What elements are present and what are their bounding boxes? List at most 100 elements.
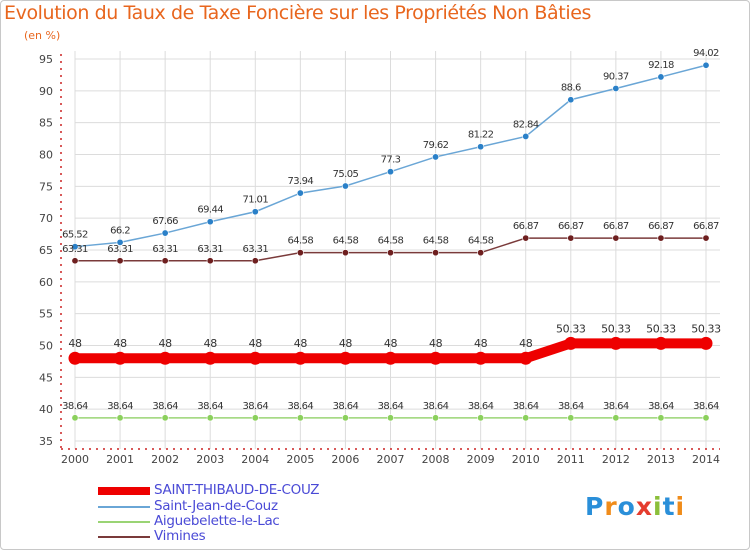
data-label: 63.31 [62, 244, 88, 255]
x-tick-label: 2006 [331, 453, 359, 466]
data-point [474, 351, 488, 365]
data-label: 38.64 [558, 401, 584, 412]
data-label: 50.33 [691, 322, 721, 335]
logo-letter: r [604, 492, 618, 521]
data-label: 77.3 [381, 155, 401, 166]
x-tick-label: 2002 [151, 453, 179, 466]
data-point [609, 336, 623, 350]
data-point [251, 208, 259, 216]
data-label: 81.22 [468, 130, 494, 141]
data-point [68, 351, 82, 365]
legend-item-vimines[interactable]: Vimines [98, 528, 398, 544]
data-label: 63.31 [242, 244, 268, 255]
data-point [296, 249, 304, 257]
logo-letter: t [662, 492, 676, 521]
legend-item-saint-thibaud[interactable]: SAINT-THIBAUD-DE-COUZ [98, 482, 398, 498]
data-point [384, 351, 397, 365]
data-point [293, 351, 307, 365]
data-point [161, 257, 169, 265]
data-label: 66.87 [603, 221, 629, 232]
legend-label: SAINT-THIBAUD-DE-COUZ [154, 482, 320, 498]
data-label: 38.64 [62, 401, 88, 412]
legend-swatch [98, 506, 150, 508]
y-tick-label: 75 [39, 180, 53, 193]
x-tick-label: 2009 [467, 453, 495, 466]
data-label: 50.33 [556, 322, 586, 335]
data-point [567, 96, 575, 104]
data-point [386, 168, 394, 176]
data-point [158, 351, 172, 365]
legend-swatch [98, 487, 150, 495]
data-point [522, 234, 530, 242]
legend-item-aiguebelette[interactable]: Aiguebelette-le-Lac [98, 513, 398, 529]
x-tick-label: 2013 [647, 453, 675, 466]
legend-item-saint-jean[interactable]: Saint-Jean-de-Couz [98, 498, 398, 514]
data-point [116, 414, 124, 422]
x-tick-label: 2008 [422, 453, 450, 466]
proxiti-logo: Proxiti [585, 492, 685, 521]
data-point [702, 414, 710, 422]
series-layer [68, 61, 713, 422]
data-label: 48 [339, 337, 353, 350]
data-label: 90.37 [603, 71, 629, 82]
data-point [702, 234, 710, 242]
x-tick-label: 2012 [602, 453, 630, 466]
data-point [248, 351, 262, 365]
data-label: 75.05 [333, 169, 359, 180]
data-point [338, 351, 352, 365]
legend-label: Saint-Jean-de-Couz [154, 498, 278, 514]
data-label: 48 [294, 337, 308, 350]
y-tick-label: 40 [39, 403, 53, 416]
data-label: 66.87 [693, 221, 719, 232]
data-label: 94.02 [693, 48, 719, 59]
data-point [341, 249, 349, 257]
data-labels: 48 48 48 48 48 48 48 48 48 48 48 50.33 50.33 50.33 50.… [62, 48, 721, 412]
y-tick-label: 55 [39, 308, 53, 321]
data-point [702, 61, 710, 69]
data-label: 63.31 [152, 244, 178, 255]
data-label: 64.58 [468, 236, 494, 247]
data-label: 67.66 [152, 216, 178, 227]
data-label: 64.58 [333, 236, 359, 247]
data-point [477, 249, 485, 257]
data-point [519, 351, 533, 365]
x-tick-label: 2001 [106, 453, 134, 466]
data-label: 38.64 [423, 401, 449, 412]
data-label: 38.64 [693, 401, 719, 412]
grid [74, 51, 720, 449]
data-point [203, 351, 217, 365]
x-tick-label: 2004 [241, 453, 269, 466]
x-tick-label: 2005 [286, 453, 314, 466]
data-point [251, 414, 259, 422]
x-tick-label: 2007 [377, 453, 405, 466]
y-tick-label: 50 [39, 340, 53, 353]
data-point [251, 257, 259, 265]
data-point [296, 189, 304, 197]
data-label: 65.52 [62, 230, 88, 241]
data-label: 48 [384, 337, 398, 350]
data-point [657, 73, 665, 81]
logo-letter: i [653, 492, 663, 521]
data-label: 38.64 [468, 401, 494, 412]
data-point [522, 132, 530, 140]
data-label: 38.64 [107, 401, 133, 412]
data-label: 50.33 [601, 322, 631, 335]
y-tick-label: 65 [39, 244, 53, 257]
y-tick-label: 90 [39, 85, 53, 98]
data-label: 92.18 [648, 60, 674, 71]
data-label: 48 [68, 337, 82, 350]
data-point [429, 351, 443, 365]
x-tick-label: 2014 [692, 453, 720, 466]
data-label: 48 [204, 337, 218, 350]
axes: 35 40 45 50 55 60 65 70 75 80 85 90 95 2000 2001 2002 20… [39, 53, 720, 466]
data-point [116, 257, 124, 265]
legend-swatch [98, 536, 150, 538]
data-label: 82.84 [513, 119, 539, 130]
data-point [113, 351, 127, 365]
data-label: 64.58 [378, 236, 404, 247]
data-point [522, 414, 530, 422]
data-label: 38.64 [603, 401, 629, 412]
data-label: 69.44 [197, 205, 223, 216]
logo-letter: i [675, 492, 686, 521]
